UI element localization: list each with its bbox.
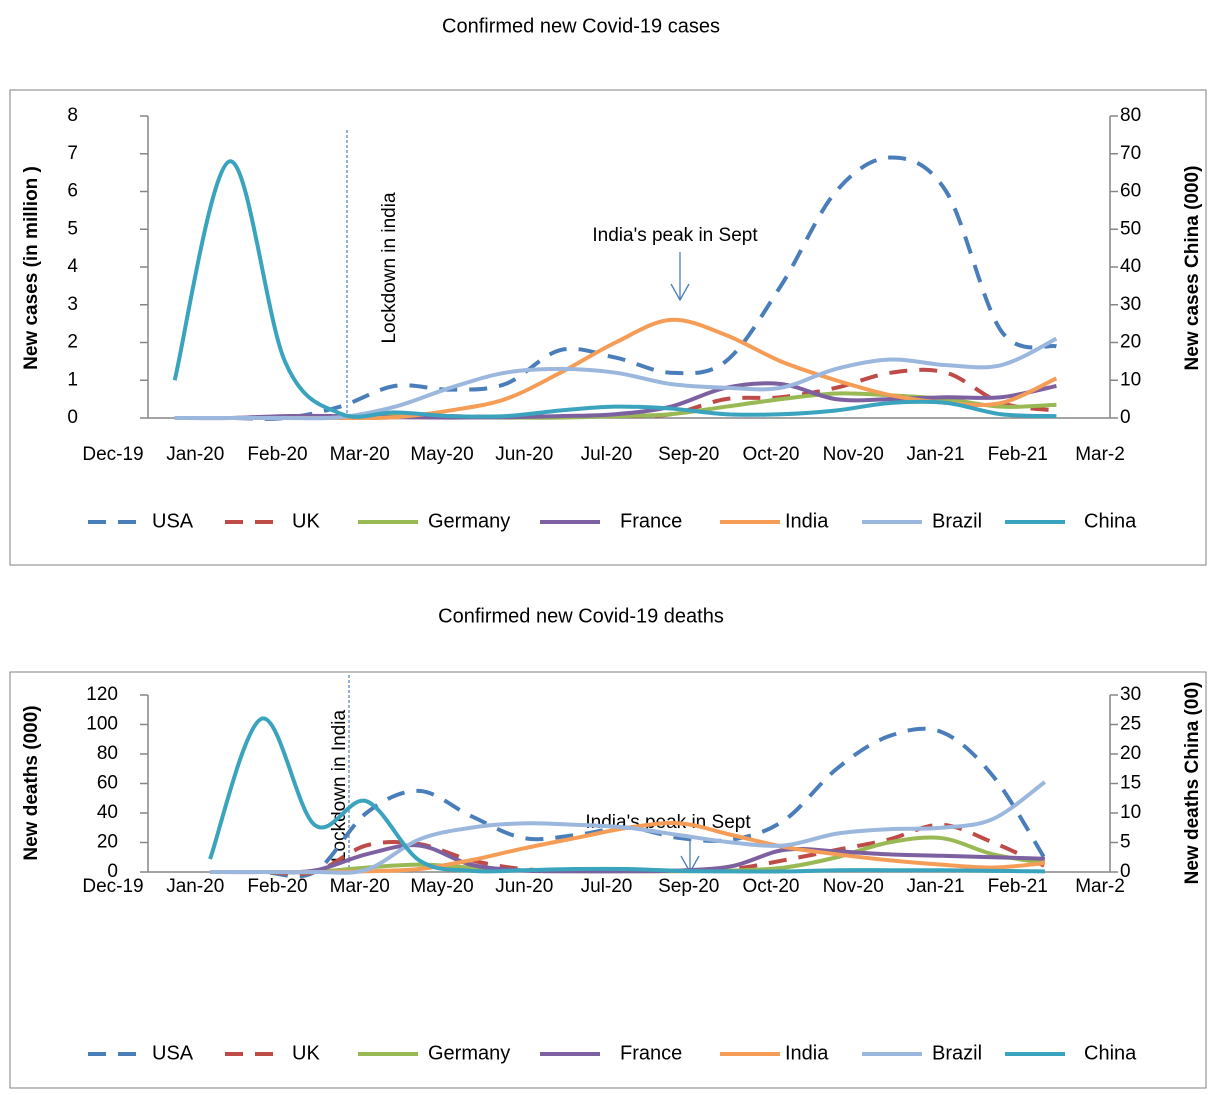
y-tick-label: 6 [67,181,78,202]
y2-tick-label: 10 [1120,369,1141,390]
y-tick-label: 2 [67,332,78,353]
x-tick-label: Dec-19 [82,876,143,897]
legend-label: Germany [428,510,510,532]
y2-tick-label: 30 [1120,294,1141,315]
peak-arrow [670,252,690,302]
x-tick-label: Jan-20 [166,444,224,465]
y-tick-label: 80 [97,743,118,764]
x-tick-label: Jul-20 [581,876,633,897]
y-tick-label: 20 [97,832,118,853]
y-tick-label: 120 [86,684,118,705]
chart-title: Confirmed new Covid-19 deaths [438,605,724,627]
legend-label: Brazil [932,510,982,532]
legend-label: France [620,1042,682,1064]
x-tick-label: Nov-20 [823,444,884,465]
series-line [174,336,1058,421]
lockdown-label: Lockdown in india [379,192,400,343]
x-tick-label: Dec-19 [82,444,143,465]
legend-label: USA [152,510,194,532]
y2-tick-label: 40 [1120,256,1141,277]
x-tick-label: Mar-20 [330,444,390,465]
y-tick-label: 4 [67,256,78,277]
x-tick-label: Sep-20 [658,876,719,897]
x-tick-label: Sep-20 [658,444,719,465]
y-tick-label: 60 [97,773,118,794]
series-line [210,843,1045,875]
lockdown-label: Lockdown in India [329,710,350,863]
y2-tick-label: 15 [1120,773,1141,794]
chart-frame [9,89,1207,566]
x-tick-label: Mar-2 [1075,444,1125,465]
series-line [174,155,1057,421]
y2-tick-label: 50 [1120,218,1141,239]
y-axis-title: New deaths (000) [21,705,42,860]
y-tick-label: 5 [67,218,78,239]
y2-tick-label: 5 [1120,832,1131,853]
legend-label: China [1084,1042,1137,1064]
x-tick-label: Mar-20 [330,876,390,897]
x-tick-label: Oct-20 [742,876,799,897]
series-line [208,716,1045,874]
legend-label: USA [152,1042,194,1064]
x-tick-label: Nov-20 [823,876,884,897]
y2-tick-label: 20 [1120,743,1141,764]
y-axis-title: New cases (in million ) [21,166,42,370]
x-tick-label: Jun-20 [495,876,553,897]
x-tick-label: Feb-21 [988,444,1048,465]
x-tick-label: Jan-20 [166,876,224,897]
legend-label: France [620,510,682,532]
y-tick-label: 8 [67,105,78,126]
chart-frame [9,671,1207,1089]
y2-tick-label: 30 [1120,684,1141,705]
y-tick-label: 40 [97,802,118,823]
legend-label: China [1084,510,1137,532]
y-tick-label: 100 [86,714,118,735]
y-tick-label: 0 [107,861,118,882]
y2-tick-label: 10 [1120,802,1141,823]
y2-tick-label: 25 [1120,714,1141,735]
y2-tick-label: 80 [1120,105,1141,126]
peak-arrow [680,838,700,874]
x-tick-label: Jul-20 [581,444,633,465]
x-tick-label: Mar-2 [1075,876,1125,897]
y2-tick-label: 70 [1120,143,1141,164]
y-tick-label: 7 [67,143,78,164]
x-tick-label: May-20 [410,876,473,897]
x-tick-label: Jun-20 [495,444,553,465]
legend-label: Brazil [932,1042,982,1064]
y-tick-label: 1 [67,369,78,390]
y-tick-label: 3 [67,294,78,315]
x-tick-label: Feb-20 [247,444,307,465]
y2-tick-label: 20 [1120,332,1141,353]
x-tick-label: Oct-20 [742,444,799,465]
x-tick-label: May-20 [410,444,473,465]
legend-label: India [785,1042,829,1064]
legend-label: India [785,510,829,532]
y2-tick-label: 60 [1120,181,1141,202]
series-line [210,780,1047,875]
x-tick-label: Feb-21 [988,876,1048,897]
legend-label: UK [292,1042,320,1064]
y2-axis-title: New deaths China (00) [1182,682,1203,885]
peak-label: India's peak in Sept [592,225,758,246]
y2-tick-label: 0 [1120,407,1131,428]
y2-axis-title: New cases China (000) [1182,166,1203,371]
x-tick-label: Jan-21 [906,876,964,897]
y-tick-label: 0 [67,407,78,428]
x-tick-label: Jan-21 [906,444,964,465]
legend-label: Germany [428,1042,510,1064]
y2-tick-label: 0 [1120,861,1131,882]
series-line [172,159,1057,419]
legend-label: UK [292,510,320,532]
chart-title: Confirmed new Covid-19 cases [442,15,720,37]
x-tick-label: Feb-20 [247,876,307,897]
